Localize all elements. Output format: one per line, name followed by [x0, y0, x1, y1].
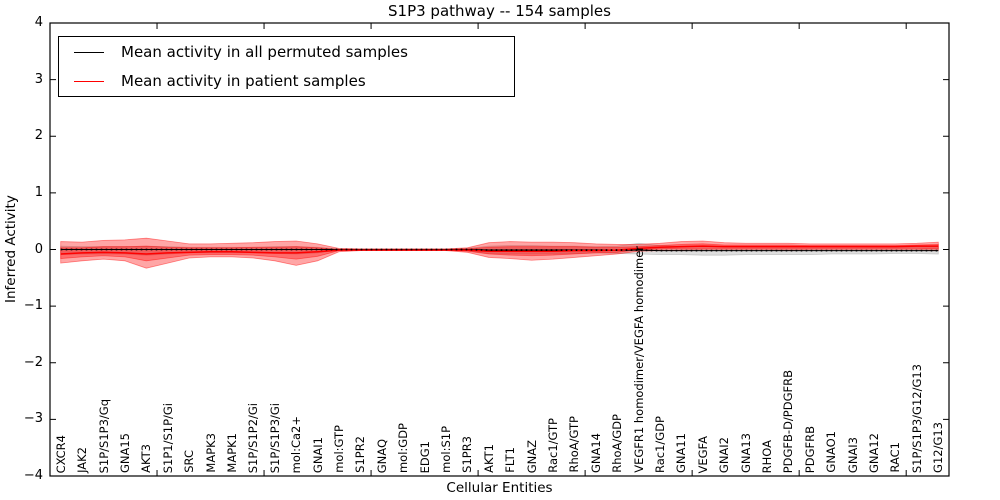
y-tick-label: 4 [34, 15, 43, 30]
x-tick-label: GNA12 [867, 432, 882, 473]
x-tick-label: VEGFR1 homodimer/VEGFA homodimer [631, 246, 646, 473]
x-tick-label: GNAO1 [824, 431, 839, 473]
x-tick-label: S1P1/S1P/Gi [160, 402, 175, 473]
x-tick-label: AKT3 [139, 444, 154, 473]
x-tick-label: S1PR3 [460, 436, 475, 473]
x-tick-label: RAC1 [888, 442, 903, 473]
permuted-mean-dotted-line [60, 248, 939, 252]
x-tick-label: MAPK3 [203, 433, 218, 473]
x-tick-label: VEGFA [695, 435, 710, 473]
x-tick-label: MAPK1 [224, 433, 239, 473]
x-tick-label: S1P/S1P3/Gi [267, 402, 282, 473]
legend-item-permuted: Mean activity in all permuted samples [59, 40, 514, 65]
x-tick-label: mol:S1P [438, 426, 453, 473]
x-tick-label: Rac1/GDP [653, 415, 668, 473]
y-tick-label: −3 [23, 411, 43, 427]
patient-mean-line [60, 245, 939, 255]
y-tick-label: −1 [23, 298, 43, 314]
chart-title: S1P3 pathway -- 154 samples [388, 2, 611, 20]
x-tick-label: RhoA/GDP [610, 414, 625, 473]
x-tick-label: mol:GDP [396, 422, 411, 473]
x-tick-label: GNAI2 [717, 436, 732, 473]
x-axis-label: Cellular Entities [446, 480, 553, 496]
x-tick-label: Rac1/GTP [546, 418, 560, 473]
legend-item-patient: Mean activity in patient samples [59, 69, 514, 94]
legend-line-black-icon [74, 51, 104, 53]
y-tick-label: 1 [34, 184, 43, 200]
legend-line-red-icon [74, 80, 104, 82]
y-tick-label: 3 [34, 71, 43, 87]
x-tick-label: FLT1 [503, 447, 518, 473]
y-tick-label: 2 [34, 128, 43, 144]
x-tick-label: GNA11 [674, 432, 689, 473]
x-tick-label: PDGFB-D/PDGFRB [781, 369, 796, 473]
x-tick-label: GNAZ [524, 439, 539, 473]
x-tick-label: GNA15 [117, 432, 132, 473]
x-tick-label: RhoA/GTP [567, 416, 582, 473]
x-tick-label: AKT1 [481, 444, 496, 473]
x-tick-label: mol:GTP [331, 425, 346, 473]
x-tick-label: GNAI1 [310, 436, 325, 473]
x-tick-label: CXCR4 [53, 434, 68, 473]
legend-label-patient: Mean activity in patient samples [121, 72, 366, 90]
y-tick-label: −4 [23, 468, 43, 483]
x-tick-label: EDG1 [417, 440, 432, 473]
x-tick-label: G12/G13 [931, 422, 946, 473]
y-tick-label: −2 [23, 354, 43, 370]
x-tick-label: S1P/S1P3/G12/G13 [909, 363, 924, 473]
x-tick-label: GNAQ [374, 438, 389, 473]
legend-label-permuted: Mean activity in all permuted samples [121, 43, 408, 61]
x-tick-label: S1P/S1P3/Gq [96, 398, 111, 473]
y-tick-label: 0 [34, 241, 43, 257]
x-tick-label: RHOA [760, 439, 775, 473]
x-tick-label: mol:Ca2+ [289, 415, 304, 473]
x-tick-label: GNA13 [738, 432, 753, 473]
x-tick-label: S1P/S1P2/Gi [246, 402, 261, 473]
x-tick-label: GNAI3 [845, 436, 860, 473]
x-tick-label: SRC [182, 450, 197, 473]
x-tick-label: PDGFRB [802, 425, 817, 473]
x-tick-label: S1PR2 [353, 436, 368, 473]
x-tick-label: GNA14 [588, 432, 603, 473]
legend: Mean activity in all permuted samples Me… [58, 36, 515, 97]
x-tick-label: JAK2 [75, 447, 90, 473]
